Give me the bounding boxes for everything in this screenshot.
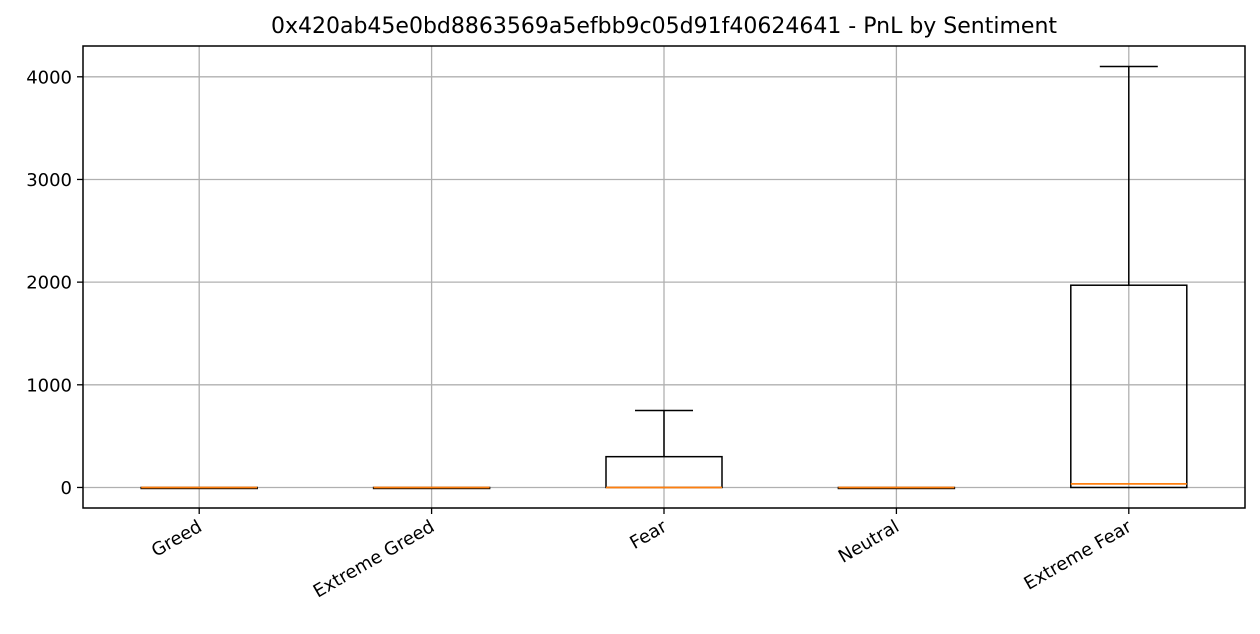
y-axis: 0 1000 2000 3000 4000 <box>26 67 83 499</box>
plot-frame <box>82 45 1246 509</box>
y-tick-label: 4000 <box>26 67 72 88</box>
box-greed <box>140 486 258 490</box>
box-fear <box>605 409 723 489</box>
x-axis: Greed Extreme Greed Fear Neutral Extreme Fea… <box>148 508 1136 602</box>
x-tick-label: Fear <box>626 516 671 554</box>
y-tick-label: 3000 <box>26 170 72 191</box>
x-tick-label: Extreme Fear <box>1021 516 1136 595</box>
y-tick-label: 2000 <box>26 273 72 294</box>
x-tick-label: Neutral <box>835 516 903 567</box>
chart-title: 0x420ab45e0bd8863569a5efbb9c05d91f406246… <box>271 14 1057 39</box>
grid-lines <box>83 46 1245 508</box>
box-neutral <box>837 486 956 490</box>
box-extreme-greed <box>372 486 491 490</box>
box-series <box>140 65 1188 490</box>
y-tick-label: 1000 <box>26 375 72 396</box>
x-tick-label: Greed <box>148 516 206 561</box>
box-iqr <box>1070 284 1188 489</box>
box-extreme-fear <box>1070 65 1188 489</box>
x-tick-label: Extreme Greed <box>310 516 438 602</box>
y-tick-label: 0 <box>61 478 72 499</box>
